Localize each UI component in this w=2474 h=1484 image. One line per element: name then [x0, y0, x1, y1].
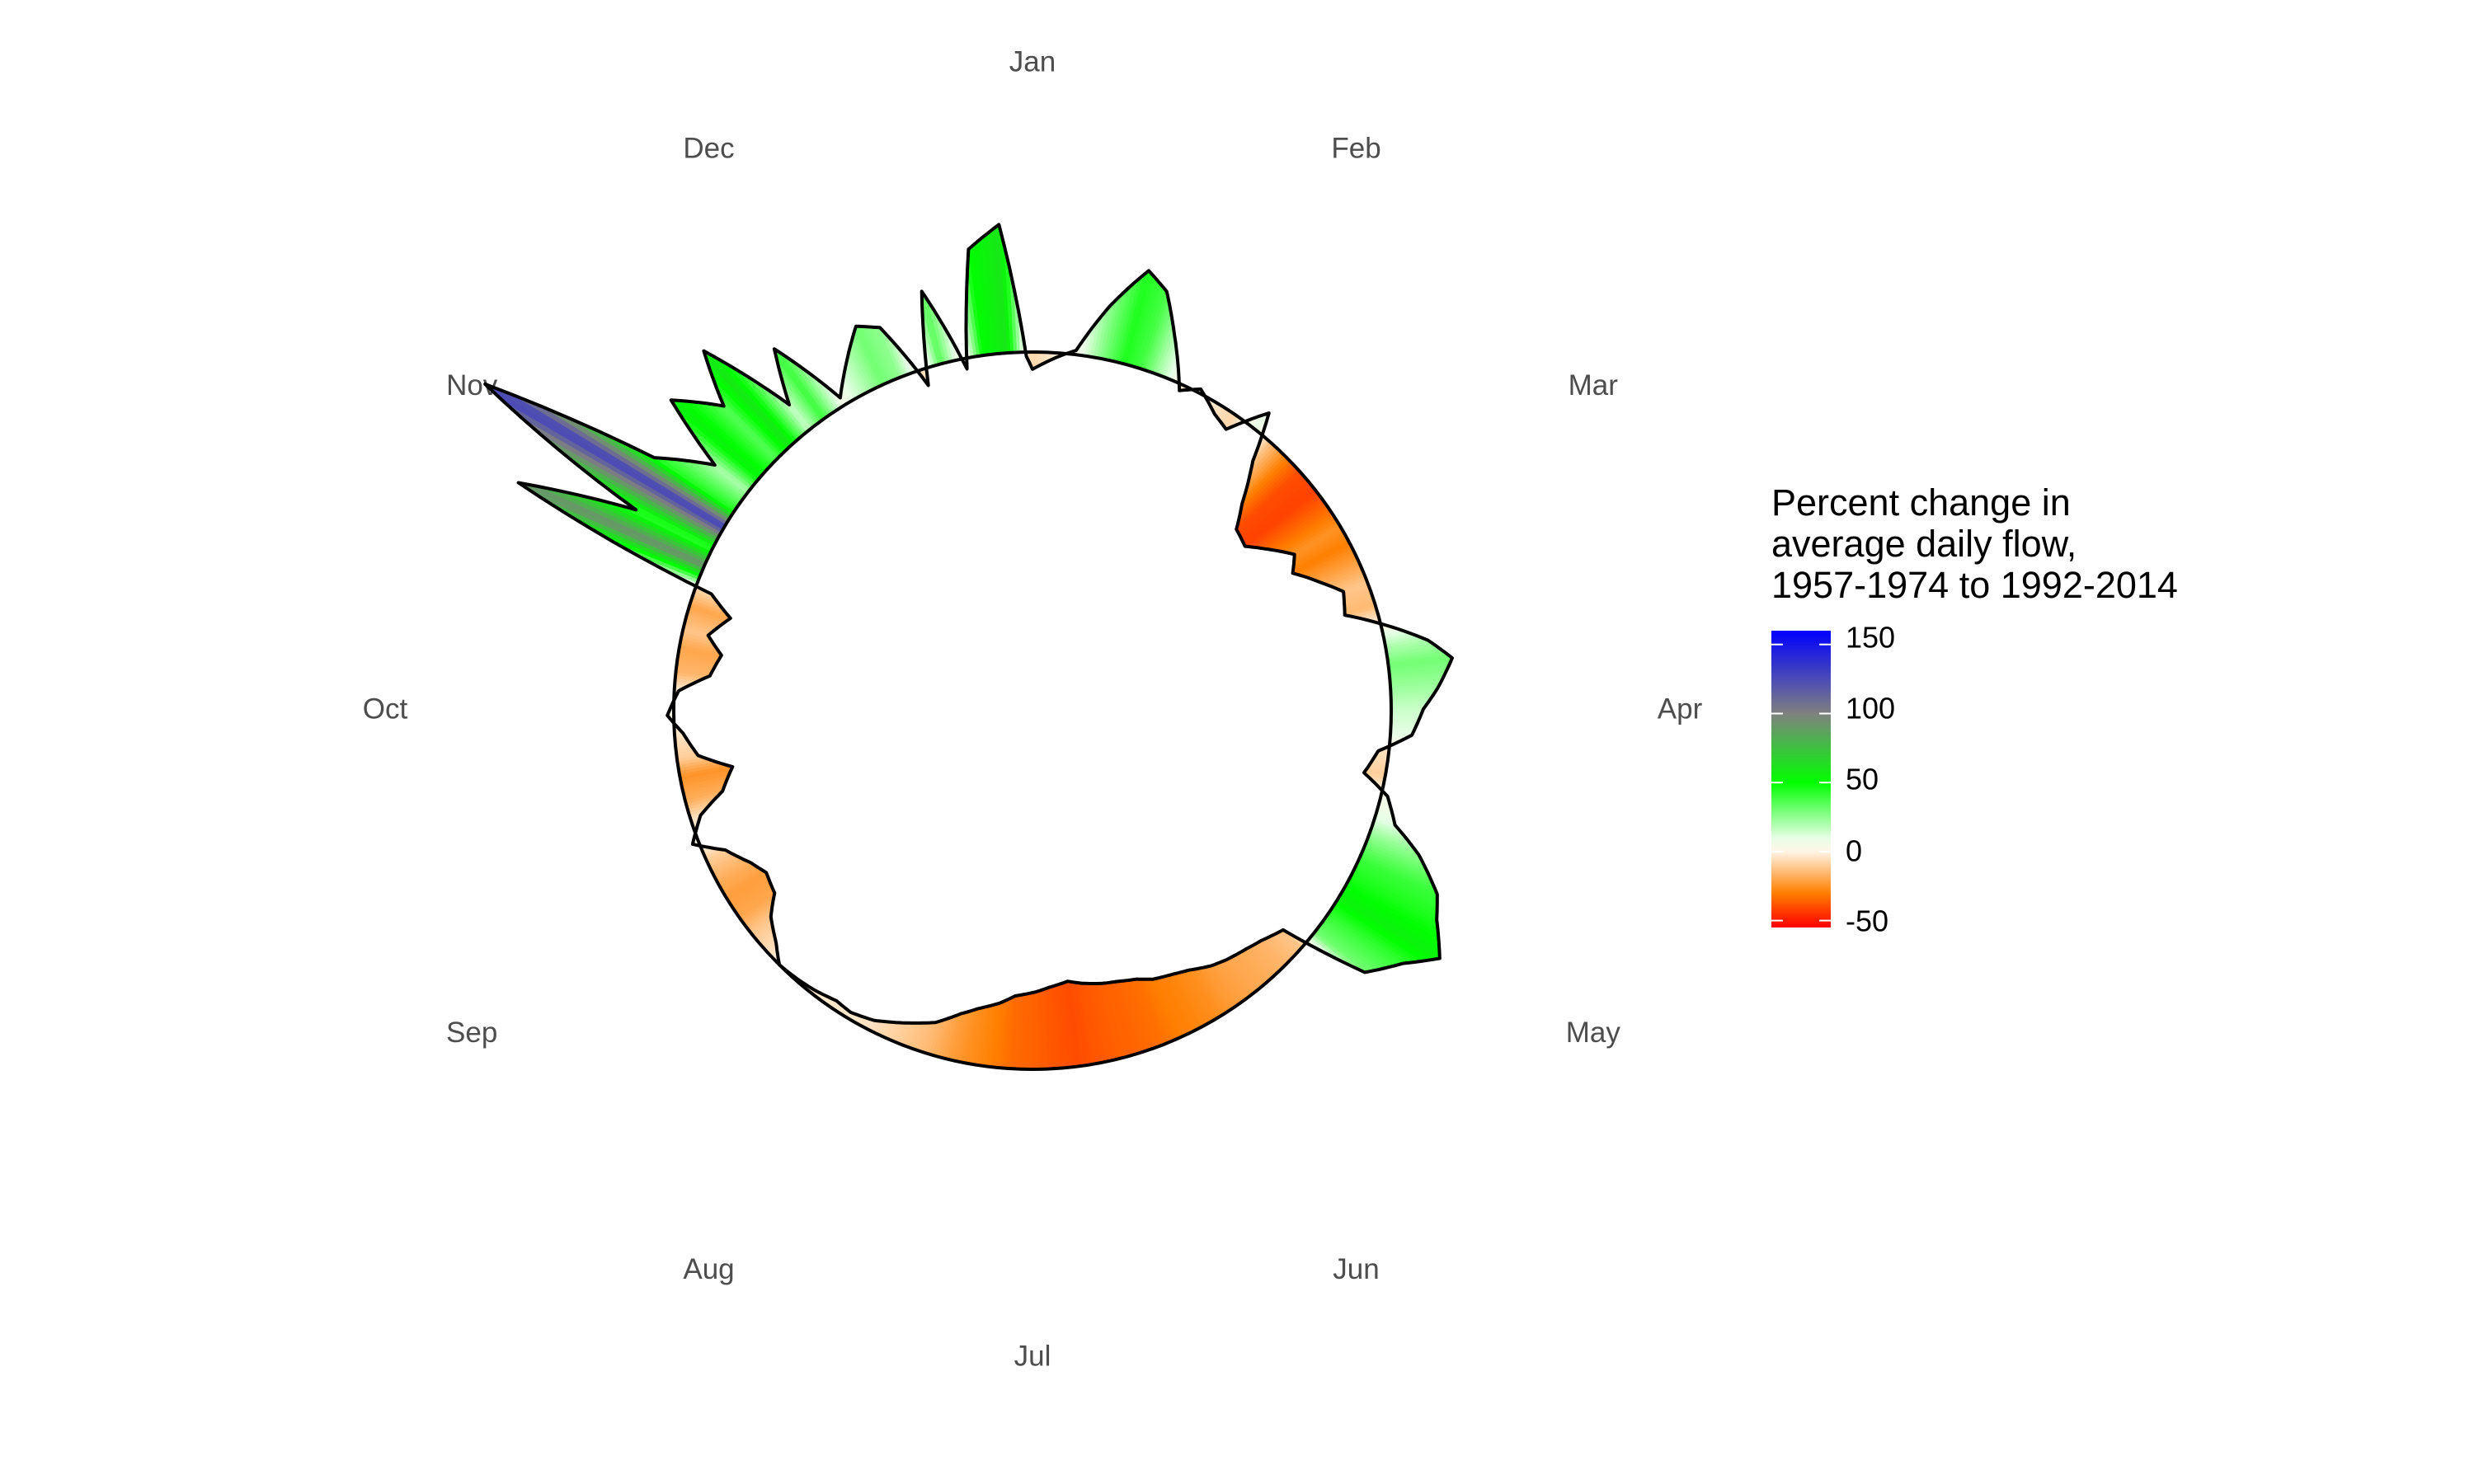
data-sector — [1032, 991, 1037, 1070]
month-label-sep: Sep — [446, 1017, 497, 1049]
month-label-aug: Aug — [683, 1253, 734, 1285]
month-label-may: May — [1566, 1017, 1621, 1049]
data-sector — [1390, 708, 1424, 713]
legend-tick-150: 150 — [1846, 621, 1895, 655]
data-sectors — [484, 223, 1454, 1070]
legend-tick-50: 50 — [1846, 763, 1879, 796]
legend: Percent change in average daily flow, 19… — [1771, 481, 2178, 938]
legend-title-line-1: Percent change in — [1771, 481, 2071, 524]
legend-color-bar — [1771, 631, 1831, 928]
data-sector — [1390, 705, 1427, 710]
month-label-jan: Jan — [1009, 45, 1056, 77]
legend-tick-0: 0 — [1846, 834, 1862, 868]
month-label-jun: Jun — [1333, 1253, 1379, 1285]
month-label-mar: Mar — [1569, 369, 1619, 402]
zero-baseline-circle — [672, 350, 1394, 1071]
change-outline — [483, 223, 1454, 1025]
month-label-feb: Feb — [1331, 132, 1380, 164]
legend-tick-100: 100 — [1846, 692, 1895, 726]
legend-tick-minus-50: -50 — [1846, 904, 1888, 938]
legend-title-line-2: average daily flow, — [1771, 523, 2077, 565]
month-label-dec: Dec — [683, 132, 734, 164]
month-label-oct: Oct — [363, 693, 408, 725]
month-label-jul: Jul — [1014, 1340, 1051, 1372]
legend-title-line-3: 1957-1974 to 1992-2014 — [1771, 564, 2178, 606]
legend-tick-marks — [1771, 643, 1831, 922]
month-label-apr: Apr — [1658, 693, 1703, 725]
